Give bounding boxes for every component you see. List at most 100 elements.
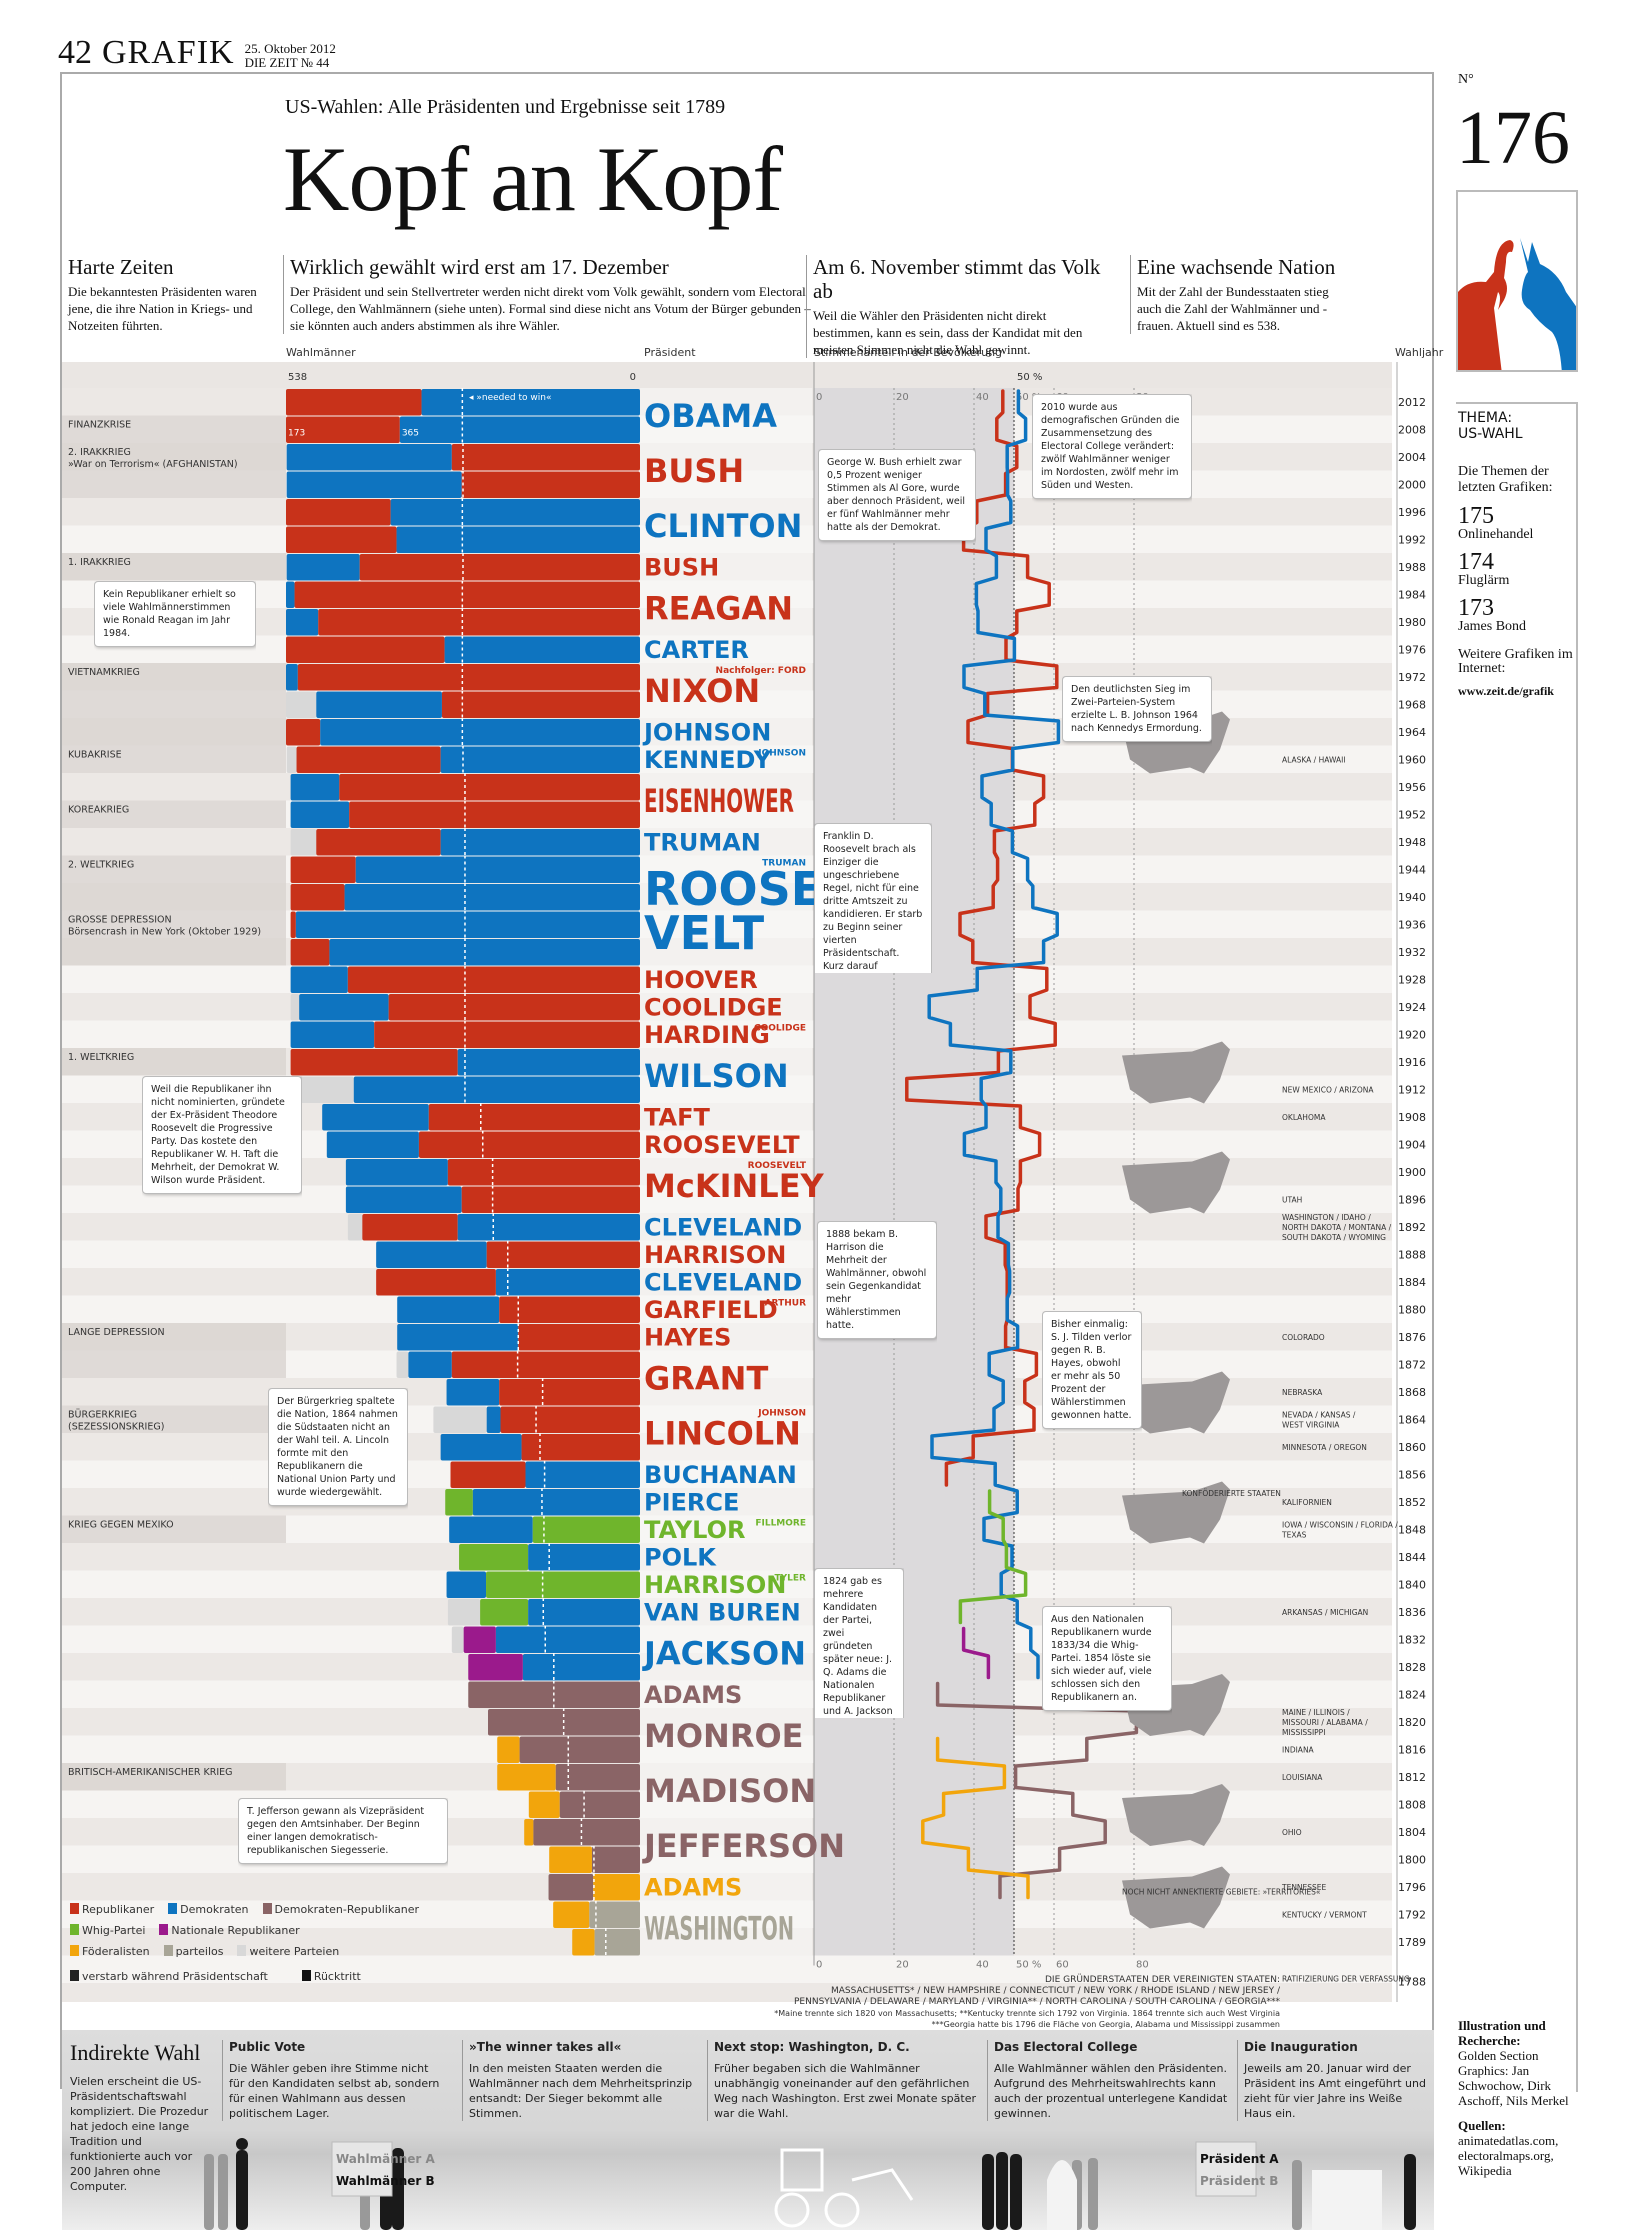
annotation-text: Aus den Nationalen Republikanern wurde 1… bbox=[1042, 1605, 1172, 1711]
crisis-sublabel: Börsencrash in New York (Oktober 1929) bbox=[68, 927, 261, 938]
annotation-callout: Franklin D. Roosevelt brach als Einziger… bbox=[814, 823, 932, 973]
founders-note: ***Georgia hatte bis 1796 die Fläche von… bbox=[931, 2020, 1280, 2029]
electoral-bar-rep bbox=[362, 1214, 458, 1241]
electoral-bar-natrep bbox=[463, 1626, 496, 1653]
state-admission-label: KALIFORNIEN bbox=[1282, 1498, 1332, 1507]
president-name: VAN BUREN bbox=[644, 1598, 801, 1626]
territories-label: NOCH NICHT ANNEKTIERTE GEBIETE: »TERRITO… bbox=[1122, 1888, 1321, 1897]
electoral-bar-dem bbox=[397, 1296, 500, 1323]
president-name: COOLIDGE bbox=[644, 993, 783, 1021]
electoral-bar-rep bbox=[316, 829, 441, 856]
year-label: 1988 bbox=[1398, 561, 1426, 574]
president-name: HARDING bbox=[644, 1021, 770, 1049]
recent-topic-link[interactable]: James Bond bbox=[1458, 619, 1527, 634]
intro-text: Der Präsident und sein Stellvertreter we… bbox=[290, 284, 811, 333]
credits: Illustration und Recherche: Golden Secti… bbox=[1458, 2018, 1588, 2178]
founding-states-note: DIE GRÜNDERSTAATEN DER VEREINIGTEN STAAT… bbox=[620, 1975, 1280, 2030]
president-name: TAFT bbox=[644, 1103, 710, 1131]
successor-label: ARTHUR bbox=[765, 1299, 806, 1309]
electoral-bar-dem bbox=[290, 1021, 375, 1048]
state-admission-label: OKLAHOMA bbox=[1282, 1113, 1326, 1122]
ballot-president: Präsident A Präsident B bbox=[1200, 2148, 1279, 2192]
electoral-bar-dem bbox=[344, 884, 640, 911]
crisis-band bbox=[62, 553, 286, 581]
electoral-bar-dem bbox=[449, 1516, 533, 1543]
step-winner-takes-all: »The winner takes all« In den meisten St… bbox=[462, 2040, 702, 2121]
founders-note: *Maine trennte sich 1820 von Massachuset… bbox=[774, 2009, 1280, 2018]
electoral-bar-dem bbox=[446, 1571, 487, 1598]
year-label: 1796 bbox=[1398, 1881, 1426, 1894]
credits-label: Illustration und Recherche: bbox=[1458, 2018, 1546, 2048]
electoral-bar-dem bbox=[472, 1489, 640, 1516]
year-label: 1948 bbox=[1398, 836, 1426, 849]
year-label: 1820 bbox=[1398, 1716, 1426, 1729]
people-silhouettes bbox=[236, 2138, 1416, 2230]
electoral-bar-rep bbox=[447, 1159, 640, 1186]
donkey-icon bbox=[1520, 238, 1576, 370]
popular-vote-bg bbox=[814, 388, 1014, 1956]
elector-icon bbox=[392, 2148, 404, 2230]
electoral-bar-dem bbox=[397, 1324, 519, 1351]
year-label: 1876 bbox=[1398, 1331, 1426, 1344]
electoral-bar-rep bbox=[294, 581, 640, 608]
electoral-bar-none bbox=[594, 1929, 640, 1956]
intro-harte-zeiten: Harte Zeiten Die bekanntesten Präsidente… bbox=[68, 255, 258, 334]
elephant-icon bbox=[1458, 240, 1514, 370]
electoral-bar-dem bbox=[525, 1461, 640, 1488]
electoral-bar-rep bbox=[347, 966, 640, 993]
milestone-label: RATIFIZIERUNG DER VERFASSUNG bbox=[1282, 1975, 1410, 1984]
electoral-bar-rep bbox=[461, 1186, 640, 1213]
electoral-bar-rep bbox=[428, 1104, 640, 1131]
annotation-callout: 1888 bekam B. Harrison die Mehrheit der … bbox=[817, 1220, 937, 1339]
step-washington: Next stop: Washington, D. C. Früher bega… bbox=[707, 2040, 977, 2121]
electoral-bar-rep bbox=[521, 1434, 640, 1461]
electoral-bar-dem bbox=[286, 609, 319, 636]
electoral-bar-rep bbox=[286, 526, 397, 553]
page-number: 42 bbox=[58, 34, 92, 71]
year-label: 2008 bbox=[1398, 423, 1426, 436]
intro-wirklich-gewaehlt: Wirklich gewählt wird erst am 17. Dezemb… bbox=[283, 255, 813, 334]
electoral-bar-fed bbox=[497, 1764, 556, 1791]
crisis-label: 2. WELTKRIEG bbox=[68, 860, 134, 871]
sources-label: Quellen: bbox=[1458, 2118, 1506, 2133]
legend-label: parteilos bbox=[175, 1945, 224, 1958]
electoral-bar-dem bbox=[495, 1626, 640, 1653]
electoral-bar-dem bbox=[316, 691, 442, 718]
step-text: Alle Wahlmänner wählen den Präsidenten. … bbox=[994, 2062, 1228, 2120]
year-label: 2004 bbox=[1398, 451, 1426, 464]
popular-tick-label: 40 bbox=[976, 1960, 989, 1971]
electoral-bar-dem bbox=[290, 966, 348, 993]
legend-swatch bbox=[70, 1945, 79, 1956]
annotation-text: Der Bürgerkrieg spaltete die Nation, 186… bbox=[268, 1387, 408, 1506]
annotation-callout: T. Jefferson gewann als Vizepräsident ge… bbox=[238, 1798, 448, 1864]
crisis-band bbox=[62, 1048, 286, 1076]
successor-label: Nachfolger: FORD bbox=[716, 666, 806, 676]
legend-label: Whig-Partei bbox=[82, 1924, 146, 1937]
electoral-bar-rep bbox=[461, 471, 640, 498]
year-label: 1968 bbox=[1398, 698, 1426, 711]
year-label: 1952 bbox=[1398, 808, 1426, 821]
electoral-bar-other bbox=[286, 691, 317, 718]
ballot-option-b: Präsident B bbox=[1200, 2174, 1279, 2188]
step-text: Früher begaben sich die Wahlmänner unabh… bbox=[714, 2062, 977, 2120]
electoral-bar-fed bbox=[528, 1791, 560, 1818]
state-admission-label: WEST VIRGINIA bbox=[1282, 1420, 1340, 1429]
legend-label: Republikaner bbox=[82, 1903, 155, 1916]
president-name: GRANT bbox=[644, 1360, 768, 1398]
legend: Republikaner Demokraten Demokraten-Republi… bbox=[70, 1903, 419, 1991]
legend-label: weitere Parteien bbox=[249, 1945, 340, 1958]
electoral-bar-dem bbox=[486, 1406, 501, 1433]
electoral-bar-dem bbox=[290, 801, 350, 828]
more-graphics-link[interactable]: www.zeit.de/grafik bbox=[1458, 684, 1554, 698]
electoral-bar-dem bbox=[440, 829, 640, 856]
recent-topic-link[interactable]: Fluglärm bbox=[1458, 573, 1510, 588]
recent-topic-link[interactable]: Onlinehandel bbox=[1458, 527, 1534, 542]
annotation-text: T. Jefferson gewann als Vizepräsident ge… bbox=[238, 1798, 448, 1864]
elector-icon bbox=[1010, 2154, 1022, 2230]
annotation-callout: Den deutlichsten Sieg im Zwei-Parteien-S… bbox=[1062, 676, 1212, 742]
electoral-bar-rep bbox=[286, 499, 391, 526]
electoral-bar-dem bbox=[290, 774, 340, 801]
electoral-bar-demrep bbox=[559, 1791, 640, 1818]
successor-label: FILLMORE bbox=[755, 1519, 806, 1529]
president-name: ROOSE- bbox=[644, 862, 841, 916]
